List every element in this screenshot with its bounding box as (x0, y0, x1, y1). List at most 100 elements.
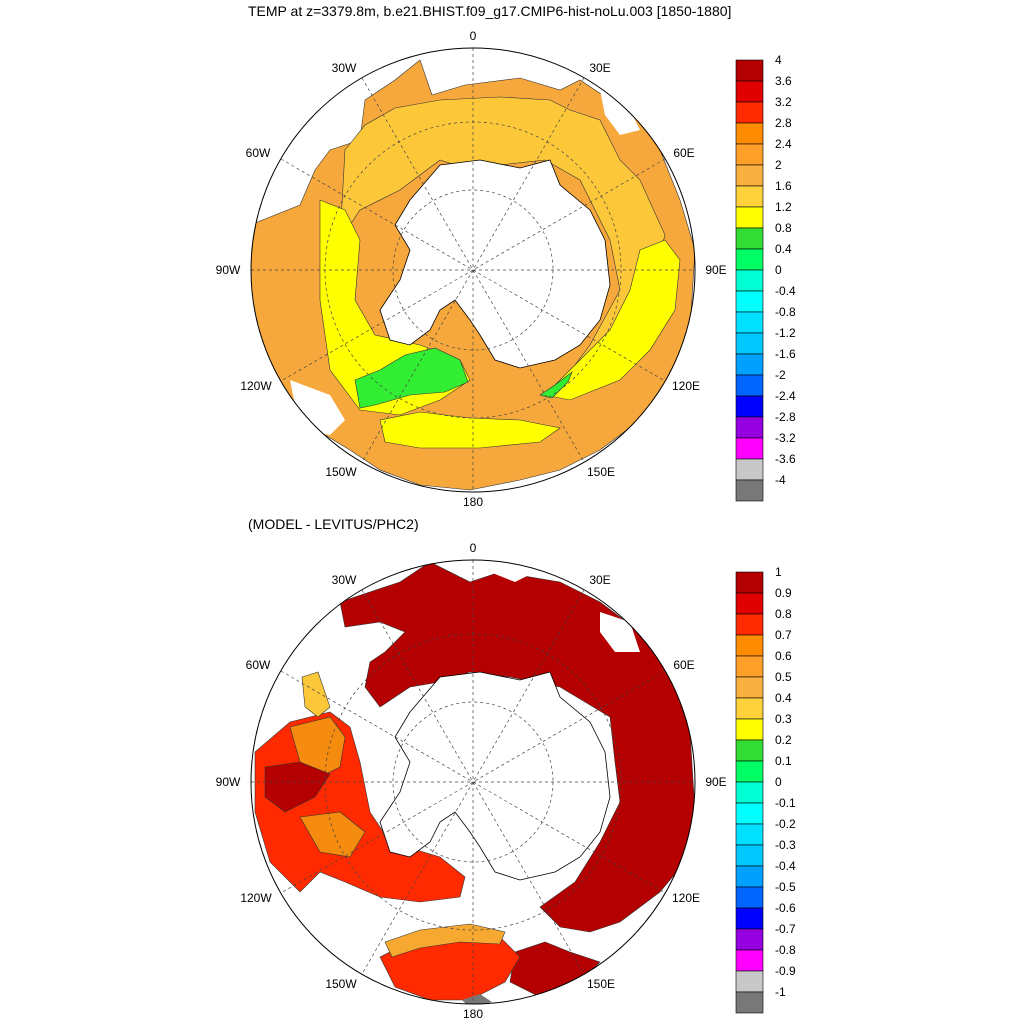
longitude-label: 120W (240, 891, 272, 905)
colorbar-tick-label: 2.4 (775, 137, 792, 151)
colorbar-swatch (735, 760, 764, 783)
colorbar-swatch (735, 290, 764, 313)
anomaly-fill-yellow-wedge (301, 671, 331, 718)
land-mask-north-b (440, 560, 545, 582)
anomaly-fill-darkred-west (264, 761, 331, 813)
colorbar-tick-label: 0.9 (775, 586, 792, 600)
colorbar-swatch (735, 122, 764, 145)
anomaly-fill-orange-south (384, 923, 506, 958)
colorbar-swatch (735, 844, 764, 867)
colorbar-swatch (735, 718, 764, 741)
panel-1-title: TEMP at z=3379.8m, b.e21.BHIST.f09_g17.C… (248, 3, 732, 19)
colorbar-swatch (735, 802, 764, 825)
colorbar-swatch (735, 739, 764, 762)
colorbar-swatch (735, 592, 764, 615)
colorbar-swatch (735, 928, 764, 951)
colorbar-tick-label: -0.4 (775, 859, 796, 873)
colorbar-swatch (735, 374, 764, 397)
colorbar-tick-label: 1 (775, 565, 782, 579)
longitude-label: 0 (470, 541, 477, 555)
graticule (251, 48, 695, 492)
colorbar-tick-label: 1.2 (775, 200, 792, 214)
colorbar-swatch (735, 227, 764, 250)
colorbar-swatch (735, 613, 764, 636)
map-border (250, 47, 696, 493)
colorbar-tick-label: -1.2 (775, 326, 796, 340)
colorbar-tick-label: 0.4 (775, 242, 792, 256)
colorbar-tick-label: -2.8 (775, 410, 796, 424)
colorbar-swatch (735, 865, 764, 888)
colorbar-tick-label: -0.5 (775, 880, 796, 894)
longitude-label: 120E (672, 891, 700, 905)
panel-2-title: (MODEL - LEVITUS/PHC2) (248, 516, 419, 532)
colorbar-tick-label: 0.8 (775, 221, 792, 235)
colorbar-tick-label: -0.6 (775, 901, 796, 915)
longitude-label: 90E (705, 775, 726, 789)
colorbar-swatch (735, 571, 764, 594)
longitude-label: 90E (705, 263, 726, 277)
colorbar-swatch (735, 655, 764, 678)
colorbar-tick-label: 0 (775, 775, 782, 789)
longitude-label: 30W (332, 573, 357, 587)
colorbar-swatch (735, 395, 764, 418)
longitude-label: 60W (246, 146, 271, 160)
colorbar-tick-label: -0.1 (775, 796, 796, 810)
colorbar-tick-label: 3.2 (775, 95, 792, 109)
longitude-label: 60E (673, 146, 694, 160)
colorbar-tick-label: -1.6 (775, 347, 796, 361)
colorbar-tick-label: 2 (775, 158, 782, 172)
colorbar-tick-label: -3.6 (775, 452, 796, 466)
colorbar-swatch (735, 823, 764, 846)
longitude-label: 180 (463, 1007, 483, 1021)
longitude-label: 90W (216, 775, 241, 789)
colorbar-swatch (735, 80, 764, 103)
colorbar-swatch (735, 676, 764, 699)
colorbar-swatch (735, 101, 764, 124)
longitude-label: 150W (325, 465, 357, 479)
colorbar-swatch (735, 332, 764, 355)
colorbar-tick-label: 0.5 (775, 670, 792, 684)
panel-1-map: 0 30E 60E 90E 120E 150E 180 150W 120W 90W 60W 30W 4… (216, 29, 796, 509)
longitude-label: 30E (589, 573, 610, 587)
colorbar-swatch (735, 206, 764, 229)
colorbar-tick-label: -0.2 (775, 817, 796, 831)
colorbar-tick-label: 1.6 (775, 179, 792, 193)
colorbar-swatch (735, 458, 764, 481)
colorbar-tick-label: 0.8 (775, 607, 792, 621)
longitude-label: 0 (470, 29, 477, 43)
colorbar-swatch (735, 269, 764, 292)
longitude-label: 180 (463, 495, 483, 509)
colorbar-tick-label: 0.6 (775, 649, 792, 663)
colorbar-swatch (735, 353, 764, 376)
colorbar-tick-label: -0.7 (775, 922, 796, 936)
colorbar-swatch (735, 185, 764, 208)
colorbar-tick-label: -1 (775, 985, 786, 999)
longitude-label: 90W (216, 263, 241, 277)
colorbar-swatch (735, 248, 764, 271)
colorbar-swatch (735, 697, 764, 720)
colorbar-swatch (735, 416, 764, 439)
ocean-fill-green-small (539, 371, 573, 399)
longitude-label: 30W (332, 61, 357, 75)
colorbar-swatch (735, 311, 764, 334)
colorbar-swatch (735, 781, 764, 804)
graticule-b (251, 560, 695, 1004)
colorbar-tick-label: 0.3 (775, 712, 792, 726)
colorbar-tick-label: 2.8 (775, 116, 792, 130)
colorbar-tick-label: 0.4 (775, 691, 792, 705)
colorbar-tick-label: -0.3 (775, 838, 796, 852)
colorbar-tick-label: 0 (775, 263, 782, 277)
colorbar-tick-label: 0.2 (775, 733, 792, 747)
longitude-label: 60E (673, 658, 694, 672)
colorbar-tick-label: 0.7 (775, 628, 792, 642)
colorbar-tick-label: -0.8 (775, 943, 796, 957)
anomaly-fill-gray-tip (462, 994, 492, 1004)
colorbar-swatch (735, 143, 764, 166)
colorbar-tick-label: 4 (775, 53, 782, 67)
colorbar-tick-label: -0.9 (775, 964, 796, 978)
colorbar-tick-label: -4 (775, 473, 786, 487)
colorbar-swatch (735, 59, 764, 82)
colorbar-swatch (735, 970, 764, 993)
colorbar-swatch (735, 907, 764, 930)
ocean-fill-green (354, 347, 469, 409)
